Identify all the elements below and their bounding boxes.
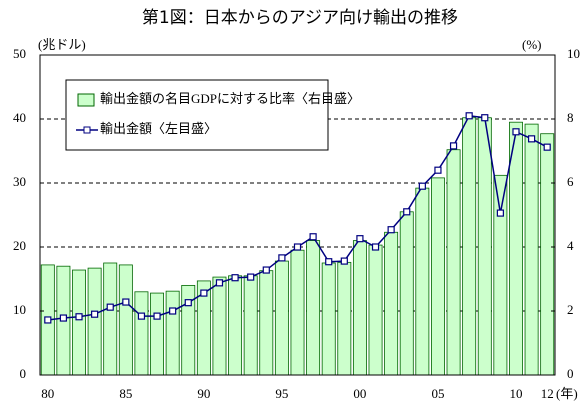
bar: [243, 275, 258, 376]
line-marker: [278, 254, 286, 262]
x-tick-label: 85: [119, 386, 132, 401]
line-marker: [106, 303, 114, 311]
bar: [118, 264, 133, 376]
bar: [306, 240, 321, 376]
y-tick-label: 10: [13, 302, 26, 317]
line-marker: [91, 310, 99, 318]
y2-tick-label: 0: [567, 366, 574, 381]
bar: [462, 117, 477, 376]
line-marker: [512, 128, 520, 136]
line-marker: [44, 316, 52, 324]
y-tick-label: 0: [20, 366, 27, 381]
line-marker: [527, 135, 536, 143]
line-marker: [169, 307, 177, 315]
x-tick-label: 12: [541, 386, 554, 401]
bar: [524, 123, 539, 376]
bar: [415, 187, 430, 376]
line-marker: [309, 233, 317, 241]
line-marker: [59, 314, 68, 322]
y-tick-label: 50: [13, 46, 26, 61]
line-marker: [137, 312, 146, 320]
y2-tick-label: 2: [567, 302, 574, 317]
legend-marker: [83, 126, 91, 134]
bar: [212, 276, 227, 376]
bar: [228, 275, 243, 376]
bar: [87, 267, 102, 376]
y-tick-label: 40: [13, 110, 26, 125]
line-marker: [122, 298, 130, 306]
x-tick-label: 05: [431, 386, 444, 401]
line-marker: [434, 166, 442, 174]
bar: [181, 284, 196, 376]
line-marker: [75, 313, 83, 321]
line-marker: [496, 209, 504, 217]
y-tick-label: 20: [13, 238, 26, 253]
bar: [150, 292, 164, 376]
legend-label: 輸出金額の名目GDPに対する比率〈右目盛〉: [100, 91, 360, 106]
bar: [337, 261, 352, 376]
legend: 輸出金額の名目GDPに対する比率〈右目盛〉輸出金額〈左目盛〉: [65, 79, 360, 151]
line-marker: [481, 114, 489, 122]
bar: [321, 262, 336, 376]
bar: [259, 270, 274, 376]
bar: [352, 240, 367, 376]
line-marker: [247, 273, 255, 281]
line-marker: [356, 235, 364, 243]
bar: [540, 133, 555, 376]
y-tick-label: 30: [13, 174, 26, 189]
line-marker: [371, 243, 380, 251]
bar: [446, 149, 461, 376]
line-marker: [403, 208, 411, 216]
line-marker: [465, 112, 473, 120]
line-marker: [231, 274, 239, 282]
bar: [509, 121, 523, 376]
bar: [290, 249, 305, 376]
line-marker: [325, 258, 333, 266]
bar: [134, 291, 149, 376]
plot-frame: [39, 54, 556, 376]
y2-tick-label: 10: [567, 46, 580, 61]
line-marker: [262, 266, 270, 274]
bar: [103, 262, 118, 376]
x-tick-label: 80: [41, 386, 54, 401]
line-marker: [215, 279, 224, 287]
legend-box: [65, 79, 329, 151]
x-tick-label: 90: [197, 386, 210, 401]
line-marker: [340, 257, 348, 265]
bar: [399, 211, 414, 376]
line-marker: [293, 243, 302, 251]
line-marker: [449, 142, 458, 150]
y2-tick-label: 6: [567, 174, 574, 189]
line-marker: [184, 299, 192, 307]
bar: [430, 177, 445, 376]
y2-tick-label: 4: [567, 238, 574, 253]
x-tick-label: 00: [353, 386, 366, 401]
line-marker: [418, 182, 426, 190]
legend-swatch: [77, 93, 95, 107]
line-marker: [153, 312, 161, 320]
bar: [274, 260, 289, 376]
y2-axis-label: (%): [522, 37, 542, 52]
bar: [384, 231, 399, 376]
bar: [368, 244, 383, 376]
line-marker: [200, 289, 208, 297]
bar: [477, 117, 492, 376]
line-marker: [387, 226, 395, 234]
chart-title: 第1図：日本からのアジア向け輸出の推移: [142, 8, 458, 28]
line-marker: [543, 143, 551, 151]
bar: [165, 290, 180, 376]
y-axis-label: (兆ドル): [38, 37, 86, 52]
bar: [493, 174, 508, 376]
x-tick-label: 95: [275, 386, 288, 401]
x-tick-label: 10: [509, 386, 522, 401]
legend-label: 輸出金額〈左目盛〉: [100, 121, 217, 136]
x-axis-label: (年): [556, 386, 578, 401]
bar: [72, 269, 86, 376]
y2-tick-label: 8: [567, 110, 574, 125]
